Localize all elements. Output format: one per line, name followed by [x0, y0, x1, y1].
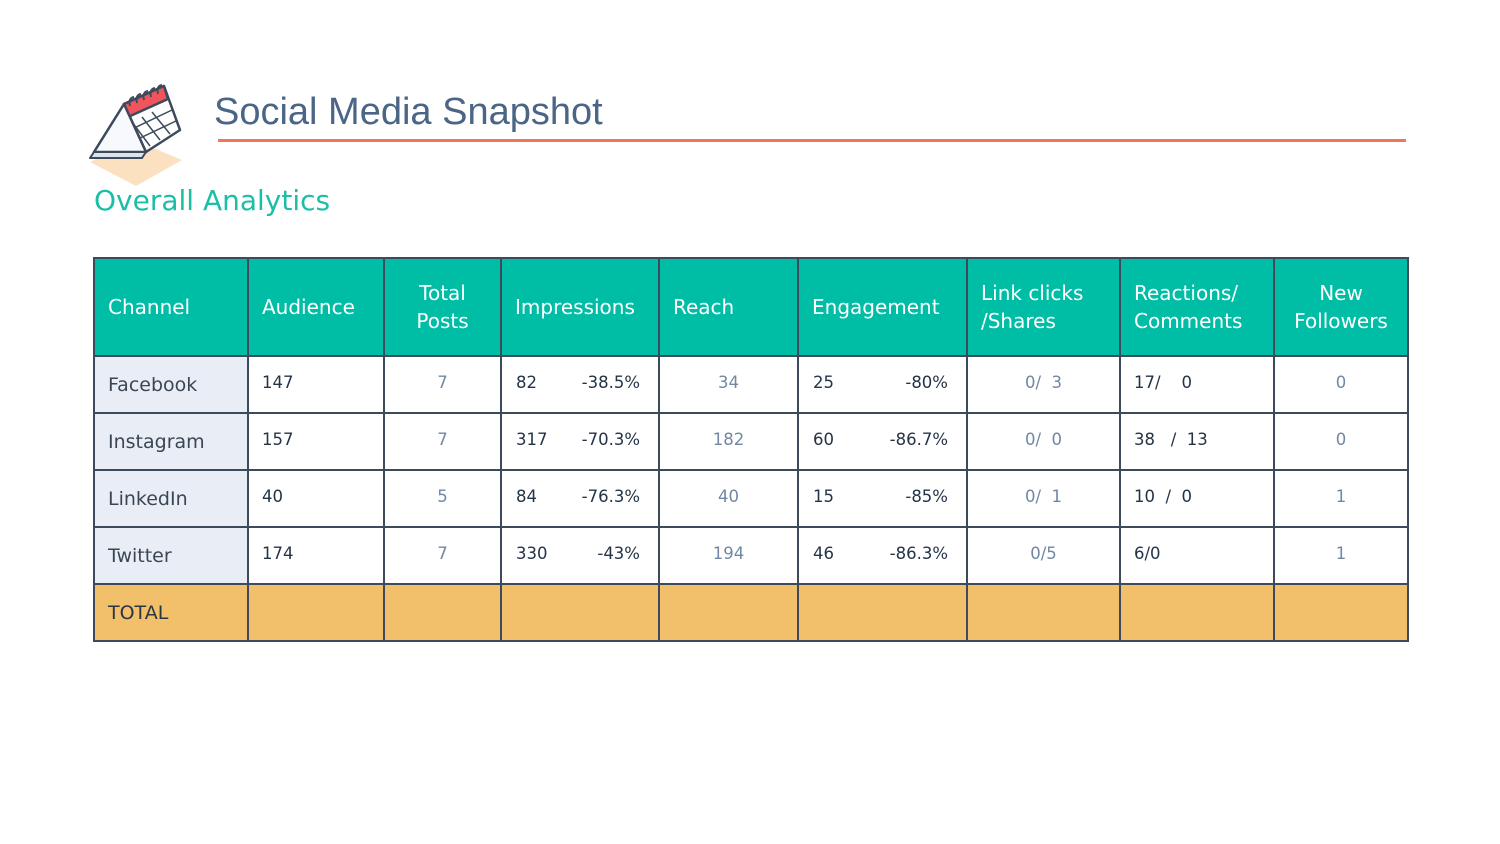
table-row: Facebook 147 7 82 -38.5% 34 25 -80% 0/ 3 1… — [93, 355, 1409, 414]
total-cell — [383, 583, 502, 642]
total-cell — [1119, 583, 1275, 642]
header-engagement: Engagement — [797, 257, 968, 357]
total-cell — [966, 583, 1121, 642]
header-link-clicks: Link clicks/Shares — [966, 257, 1121, 357]
analytics-table: Channel Audience Total Posts Impressions … — [93, 257, 1409, 642]
total-label: TOTAL — [93, 583, 249, 642]
new-followers-cell: 0 — [1273, 355, 1409, 414]
channel-cell: Instagram — [93, 412, 249, 471]
impressions-cell: 330 -43% — [500, 526, 660, 585]
reach-cell: 194 — [658, 526, 799, 585]
table-row: Twitter 174 7 330 -43% 194 46 -86.3% 0/5 6… — [93, 526, 1409, 585]
total-cell — [658, 583, 799, 642]
new-followers-cell: 0 — [1273, 412, 1409, 471]
header-reach: Reach — [658, 257, 799, 357]
reactions-cell: 38 / 13 — [1119, 412, 1275, 471]
total-cell — [247, 583, 385, 642]
engagement-cell: 60 -86.7% — [797, 412, 968, 471]
link-clicks-cell: 0/5 — [966, 526, 1121, 585]
header-impressions: Impressions — [500, 257, 660, 357]
page-title: Social Media Snapshot — [214, 91, 603, 133]
header-reactions: Reactions/Comments — [1119, 257, 1275, 357]
posts-cell: 7 — [383, 526, 502, 585]
impressions-cell: 317 -70.3% — [500, 412, 660, 471]
total-cell — [797, 583, 968, 642]
link-clicks-cell: 0/ 1 — [966, 469, 1121, 528]
total-row: TOTAL — [93, 583, 1409, 642]
link-clicks-cell: 0/ 3 — [966, 355, 1121, 414]
link-clicks-cell: 0/ 0 — [966, 412, 1121, 471]
new-followers-cell: 1 — [1273, 469, 1409, 528]
audience-cell: 40 — [247, 469, 385, 528]
total-cell — [1273, 583, 1409, 642]
impressions-cell: 82 -38.5% — [500, 355, 660, 414]
table-header-row: Channel Audience Total Posts Impressions … — [93, 257, 1409, 357]
posts-cell: 5 — [383, 469, 502, 528]
table-row: Instagram 157 7 317 -70.3% 182 60 -86.7% 0… — [93, 412, 1409, 471]
section-subtitle: Overall Analytics — [94, 184, 331, 217]
audience-cell: 157 — [247, 412, 385, 471]
new-followers-cell: 1 — [1273, 526, 1409, 585]
header-channel: Channel — [93, 257, 249, 357]
engagement-cell: 15 -85% — [797, 469, 968, 528]
reactions-cell: 17/ 0 — [1119, 355, 1275, 414]
posts-cell: 7 — [383, 355, 502, 414]
reactions-cell: 10 / 0 — [1119, 469, 1275, 528]
channel-cell: Facebook — [93, 355, 249, 414]
channel-cell: Twitter — [93, 526, 249, 585]
title-underline — [218, 139, 1406, 142]
total-cell — [500, 583, 660, 642]
engagement-cell: 25 -80% — [797, 355, 968, 414]
header-new-followers: New Followers — [1273, 257, 1409, 357]
table-row: LinkedIn 40 5 84 -76.3% 40 15 -85% 0/ 1 10… — [93, 469, 1409, 528]
calendar-icon — [89, 84, 182, 186]
posts-cell: 7 — [383, 412, 502, 471]
impressions-cell: 84 -76.3% — [500, 469, 660, 528]
audience-cell: 174 — [247, 526, 385, 585]
reach-cell: 182 — [658, 412, 799, 471]
channel-cell: LinkedIn — [93, 469, 249, 528]
reactions-cell: 6/0 — [1119, 526, 1275, 585]
header-audience: Audience — [247, 257, 385, 357]
reach-cell: 40 — [658, 469, 799, 528]
header-total-posts: Total Posts — [383, 257, 502, 357]
reach-cell: 34 — [658, 355, 799, 414]
audience-cell: 147 — [247, 355, 385, 414]
engagement-cell: 46 -86.3% — [797, 526, 968, 585]
